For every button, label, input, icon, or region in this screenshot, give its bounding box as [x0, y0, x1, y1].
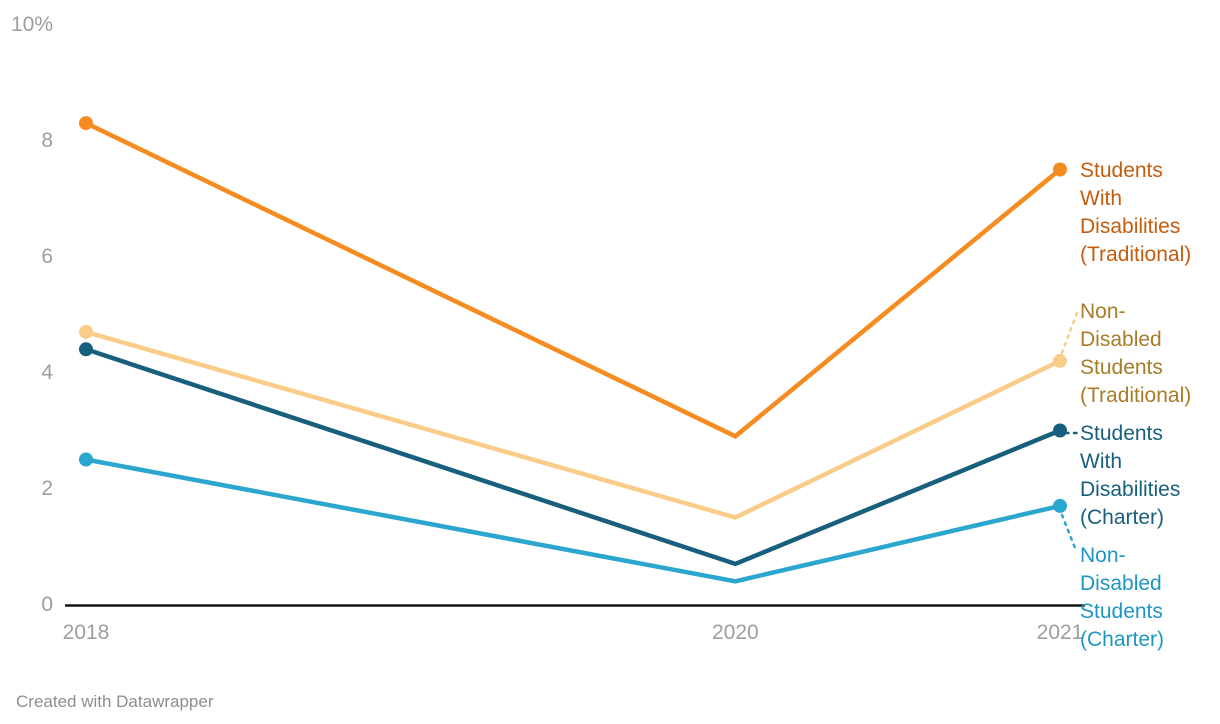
series-label-line: Disabled [1080, 328, 1162, 351]
series-line [85, 329, 1061, 520]
x-tick-label: 2020 [711, 621, 759, 644]
series-endpoint-dot [79, 324, 93, 339]
series-endpoint-dot [1053, 353, 1067, 368]
series-label-line: (Traditional) [1080, 243, 1192, 266]
series-line [85, 347, 1061, 567]
x-tick-label: 2021 [1036, 621, 1084, 644]
series-label-line: Disabilities [1080, 478, 1181, 501]
y-tick-label: 2 [41, 476, 53, 500]
series-endpoint-dot [79, 116, 93, 131]
series-endpoint-dot [79, 452, 93, 467]
series-label-line: Disabled [1080, 572, 1162, 595]
series-label: Students With Disabilities (Traditional) [1080, 157, 1191, 269]
series-label-line: Non- [1080, 544, 1126, 567]
series-label-line: Students [1080, 422, 1163, 445]
label-leader-line [1060, 308, 1080, 355]
series-endpoint-dot [1053, 498, 1067, 513]
chart-credit: Created with Datawrapper [16, 692, 214, 711]
series-label-line: (Charter) [1080, 506, 1165, 529]
series-label-line: Students [1080, 356, 1163, 379]
series-label-line: With [1080, 187, 1122, 210]
series-endpoint-dot [1053, 423, 1067, 438]
label-leader-line [1060, 513, 1077, 550]
series-endpoint-dot [79, 342, 93, 357]
series-endpoint-dot [1053, 162, 1067, 177]
series-label-line: With [1080, 450, 1122, 473]
x-tick-label: 2018 [62, 621, 110, 644]
series-label: Students With Disabilities (Charter) [1080, 420, 1180, 532]
series-label-line: Disabilities [1080, 215, 1181, 238]
y-tick-label: 10% [10, 12, 53, 36]
series-line [85, 457, 1061, 584]
y-tick-label: 8 [41, 128, 53, 152]
series-label-line: Students [1080, 159, 1163, 182]
y-tick-label: 4 [41, 360, 53, 384]
series-label-line: (Charter) [1080, 628, 1165, 651]
series-label: Non- Disabled Students (Charter) [1080, 542, 1164, 654]
y-tick-label: 0 [41, 592, 53, 616]
series-label-line: Students [1080, 600, 1163, 623]
series-label-line: (Traditional) [1080, 384, 1192, 407]
series-line [85, 121, 1062, 439]
series-label: Non- Disabled Students (Traditional) [1080, 298, 1191, 410]
y-tick-label: 6 [41, 244, 53, 268]
series-label-line: Non- [1080, 300, 1126, 323]
